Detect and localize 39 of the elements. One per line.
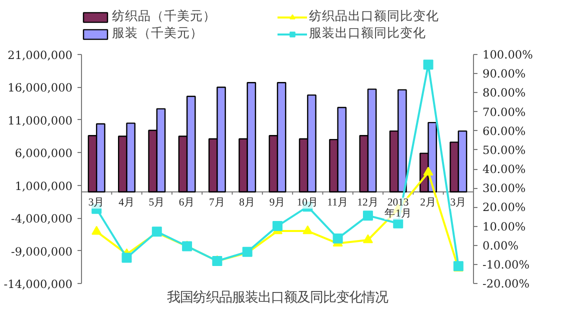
y2-tick-label: 30.00%: [482, 181, 526, 196]
y-tick-label: 1,000,000: [14, 178, 73, 193]
x-tick-label: 11月: [327, 196, 348, 209]
x-tick-label: 2013 年1月: [384, 198, 412, 220]
x-tick-label: 6月: [178, 196, 196, 209]
y2-tick-label: 60.00%: [482, 124, 526, 138]
y2-tick-label: 90.00%: [482, 66, 526, 81]
x-tick-label: 3月: [450, 196, 467, 209]
y-tick-label: 21,000,000: [8, 48, 73, 62]
y2-tick-label: 100.00%: [482, 48, 534, 62]
legend-label: 纺织品出口额同比变化: [309, 8, 440, 25]
y2-tick-label: 20.00%: [482, 200, 526, 214]
y-tick-label: 16,000,000: [8, 80, 73, 95]
x-tick-label: 4月: [118, 196, 135, 209]
legend-label: 服装出口额同比变化: [309, 25, 427, 42]
y-tick-label: -9,000,000: [11, 244, 73, 258]
x-tick-label: 3月: [88, 196, 105, 209]
y2-tick-label: -10.00%: [482, 257, 530, 272]
y2-tick-label: 80.00%: [482, 86, 526, 100]
y2-tick-label: -20.00%: [482, 276, 530, 290]
y2-tick-label: 0.00%: [482, 238, 519, 252]
y-tick-label: -14,000,000: [4, 277, 73, 291]
y2-tick-label: 70.00%: [482, 104, 526, 119]
x-tick-label: 9月: [269, 196, 286, 209]
legend-label: 纺织品（千美元）: [112, 8, 217, 25]
x-tick-label: 7月: [209, 196, 226, 209]
legend-label: 服装（千美元）: [112, 25, 204, 42]
x-tick-label: 8月: [239, 196, 256, 209]
y-tick-label: -4,000,000: [11, 212, 73, 226]
x-tick-label: 5月: [148, 196, 166, 209]
text: 我国纺织品服装出口额及同比变化情况: [167, 290, 388, 306]
y-tick-label: 6,000,000: [14, 146, 73, 160]
y2-tick-label: 50.00%: [482, 142, 526, 157]
x-tick-label: 2月: [420, 196, 436, 209]
y2-tick-label: 10.00%: [482, 219, 526, 234]
x-tick-label: 12月: [357, 196, 379, 209]
y-tick-label: 11,000,000: [8, 113, 73, 128]
x-tick-label: 10月: [296, 196, 318, 209]
y2-tick-label: 40.00%: [482, 162, 526, 176]
